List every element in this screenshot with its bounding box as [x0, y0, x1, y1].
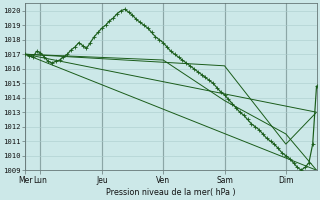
X-axis label: Pression niveau de la mer( hPa ): Pression niveau de la mer( hPa ) — [106, 188, 236, 197]
